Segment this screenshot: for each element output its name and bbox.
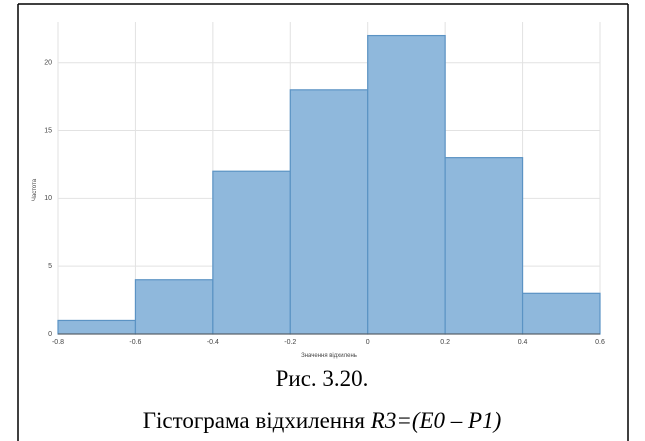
y-tick-label: 15 [44,127,52,134]
bar [444,157,524,335]
bar [289,89,369,335]
figure-number: Рис. 3.20. [276,366,369,391]
x-tick-label: 0.6 [595,339,605,346]
y-axis-label: Частота [32,178,38,201]
plot: 0 5 10 15 20 -0.8 -0.6 -0.4 -0.2 0 0.2 0.4 0.6 [44,22,605,346]
caption-text: Гістограма відхилення [143,408,366,433]
x-tick-label: -0.6 [129,339,141,346]
y-tick-label: 10 [44,195,52,202]
bar [134,279,214,335]
x-axis-label: Значення відхилень [301,353,357,359]
x-tick-label: 0.4 [518,339,528,346]
x-tick-label: 0 [366,339,370,346]
figure-caption: Гістограма відхилення R3=(E0 – P1) [143,408,502,433]
x-tick-label: 0.2 [440,339,450,346]
bar [367,34,446,335]
y-tick-label: 20 [44,60,52,67]
bar [521,292,601,335]
caption-formula: R3=(E0 – P1) [370,408,502,433]
y-tick-label: 0 [48,331,52,338]
y-tick-label: 5 [48,263,52,270]
x-tick-label: -0.2 [284,339,296,346]
x-tick-label: -0.8 [52,339,64,346]
bar [57,319,137,335]
x-tick-label: -0.4 [207,339,219,346]
bar [212,170,291,335]
